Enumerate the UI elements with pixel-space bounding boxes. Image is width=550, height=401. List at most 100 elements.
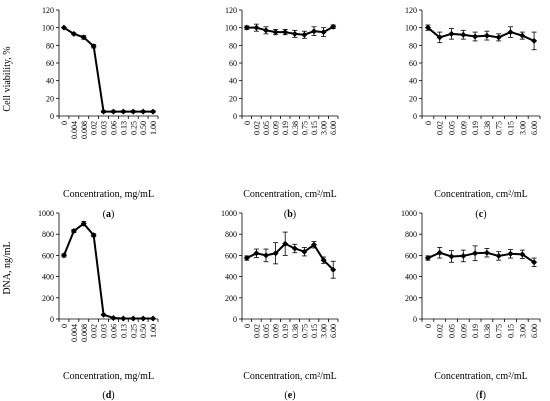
x-tick-label: 0.19 bbox=[281, 121, 290, 135]
data-point bbox=[495, 34, 502, 41]
data-point bbox=[483, 32, 490, 39]
x-tick-label: 3.00 bbox=[518, 121, 527, 135]
x-tick-label: 0.03 bbox=[100, 324, 109, 338]
x-axis-label: Concentration, mg/mL bbox=[63, 371, 154, 382]
data-point bbox=[80, 220, 87, 227]
panel-letter: f bbox=[479, 390, 483, 401]
data-point bbox=[70, 228, 77, 235]
data-point bbox=[110, 108, 117, 115]
x-tick-label: 0 bbox=[60, 121, 69, 125]
data-point bbox=[507, 250, 514, 257]
y-tick-label: 60 bbox=[46, 59, 54, 68]
x-tick-label: 0.75 bbox=[495, 121, 504, 135]
panel-letter: e bbox=[288, 390, 293, 401]
y-tick-label: 800 bbox=[405, 230, 417, 239]
x-tick-label: 0.09 bbox=[459, 324, 468, 338]
x-tick-label: 0.008 bbox=[80, 121, 89, 139]
data-point bbox=[150, 315, 157, 322]
y-tick-label: 0 bbox=[50, 112, 54, 121]
data-point bbox=[495, 252, 502, 259]
x-tick-label: 0.19 bbox=[471, 324, 480, 338]
data-point bbox=[531, 37, 538, 44]
x-axis-label: Concentration, cm²/mL bbox=[243, 371, 337, 382]
x-tick-label: 0.38 bbox=[483, 121, 492, 135]
data-point bbox=[472, 250, 479, 257]
panel-letter: d bbox=[106, 390, 112, 401]
data-point bbox=[472, 33, 479, 40]
y-tick-label: 200 bbox=[405, 294, 417, 303]
x-tick-label: 0.02 bbox=[252, 324, 261, 338]
y-tick-label: 600 bbox=[225, 251, 237, 260]
y-tick-label: 40 bbox=[409, 77, 417, 86]
x-tick-label: 3.00 bbox=[320, 324, 329, 338]
x-tick-label: 0.19 bbox=[471, 121, 480, 135]
y-tick-label: 0 bbox=[413, 112, 417, 121]
data-point bbox=[120, 315, 127, 322]
x-tick-label: 0.05 bbox=[448, 121, 457, 135]
panel-label: (b) bbox=[284, 209, 296, 220]
y-tick-label: 200 bbox=[225, 294, 237, 303]
series-line bbox=[63, 26, 154, 113]
x-tick-label: 6.00 bbox=[329, 324, 338, 338]
x-tick-label: 0.38 bbox=[291, 121, 300, 135]
panel-label: (d) bbox=[102, 390, 114, 401]
y-tick-label: 400 bbox=[225, 273, 237, 282]
y-tick-label: 100 bbox=[225, 24, 237, 33]
x-tick-label: 0.15 bbox=[310, 121, 319, 135]
x-tick-label: 0.38 bbox=[483, 324, 492, 338]
x-tick-label: 0.05 bbox=[262, 324, 271, 338]
data-point bbox=[243, 255, 250, 262]
panel-letter: c bbox=[479, 209, 484, 220]
y-tick-label: 0 bbox=[50, 315, 54, 324]
panel-label: (a) bbox=[103, 209, 115, 220]
data-point bbox=[448, 30, 455, 37]
x-tick-label: 0.09 bbox=[459, 121, 468, 135]
y-tick-label: 80 bbox=[229, 41, 237, 50]
y-tick-label: 120 bbox=[405, 6, 417, 15]
x-tick-label: 0.05 bbox=[448, 324, 457, 338]
x-tick-label: 1.00 bbox=[149, 121, 158, 135]
y-tick-label: 800 bbox=[42, 230, 54, 239]
panel-letter: a bbox=[106, 209, 111, 220]
series-line bbox=[427, 251, 535, 264]
y-tick-label: 100 bbox=[405, 24, 417, 33]
x-axis-label: Concentration, cm²/mL bbox=[243, 189, 337, 200]
y-tick-label: 80 bbox=[46, 41, 54, 50]
y-tick-label: 1000 bbox=[401, 209, 417, 218]
series-line bbox=[427, 26, 535, 42]
y-tick-label: 1000 bbox=[221, 209, 237, 218]
y-tick-label: 600 bbox=[42, 251, 54, 260]
data-point bbox=[436, 249, 443, 256]
x-tick-label: 0.09 bbox=[272, 324, 281, 338]
data-point bbox=[460, 252, 467, 259]
y-tick-label: 600 bbox=[405, 251, 417, 260]
data-point bbox=[110, 314, 117, 321]
x-tick-label: 0 bbox=[60, 324, 69, 328]
x-tick-label: 0.19 bbox=[281, 324, 290, 338]
x-tick-label: 0.004 bbox=[70, 324, 79, 342]
data-point bbox=[243, 24, 250, 31]
data-point bbox=[424, 255, 431, 262]
x-tick-label: 3.00 bbox=[320, 121, 329, 135]
data-point bbox=[263, 252, 269, 259]
x-tick-label: 0.02 bbox=[252, 121, 261, 135]
x-tick-label: 0.75 bbox=[495, 324, 504, 338]
x-tick-label: 0.008 bbox=[80, 324, 89, 342]
data-point bbox=[140, 108, 147, 115]
data-point bbox=[282, 29, 289, 36]
data-point bbox=[320, 257, 327, 264]
data-point bbox=[272, 250, 279, 257]
data-point bbox=[253, 250, 260, 257]
data-point bbox=[60, 252, 67, 259]
series-line bbox=[63, 222, 154, 320]
x-tick-label: 0.06 bbox=[109, 121, 118, 135]
y-axis-label-bottom: DNA, ng/mL bbox=[2, 241, 13, 294]
data-point bbox=[460, 31, 467, 38]
data-point bbox=[519, 32, 526, 39]
panel-letter: b bbox=[287, 209, 293, 220]
data-point bbox=[100, 108, 107, 115]
x-tick-label: 0.15 bbox=[507, 121, 516, 135]
